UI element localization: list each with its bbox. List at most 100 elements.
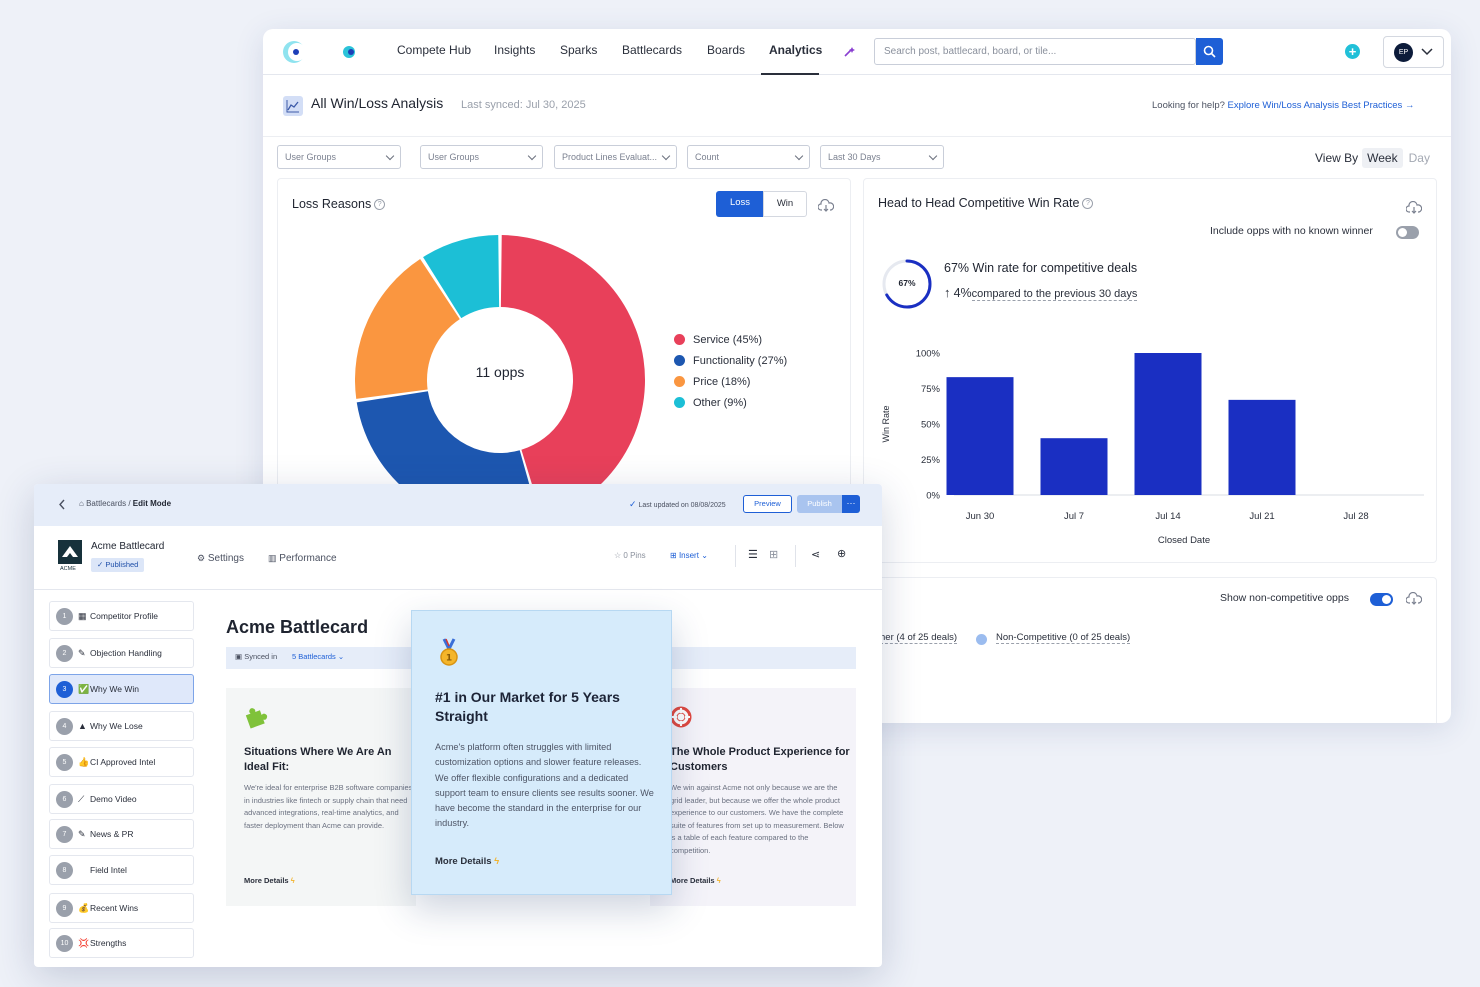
y-tick-label: 25% [921,455,941,466]
list-view-icon[interactable]: ☰ [748,549,758,561]
sidebar-item-number: 7 [56,826,73,843]
sidebar-item-number: 8 [56,862,73,879]
download-cloud-icon[interactable] [818,199,834,213]
legend-dot-icon [674,355,685,366]
sidebar-item-number: 2 [56,645,73,662]
view-by-day[interactable]: Day [1408,151,1430,165]
chevron-down-icon: ⌄ [701,551,708,560]
sparkle-wand-icon[interactable] [843,46,855,58]
top-nav: Compete Hub Insights Sparks Battlecards … [263,29,1451,75]
nav-battlecards[interactable]: Battlecards [622,43,683,57]
slice-other[interactable] [423,235,500,319]
sidebar-item-why-we-win[interactable]: 3 ✅ Why We Win [49,674,194,704]
sidebar-item-why-we-lose[interactable]: 4 ▲ Why We Lose [49,711,194,741]
insert-button[interactable]: ⊞ Insert ⌄ [670,551,708,560]
app-logo-icon[interactable] [281,39,307,65]
view-by-control: View By Week Day [1315,148,1430,168]
thumbs-up-icon: 👍 [78,757,90,767]
breadcrumb-battlecards[interactable]: Battlecards [86,499,127,508]
nav-analytics[interactable]: Analytics [769,43,823,57]
show-non-competitive-toggle[interactable] [1370,593,1393,606]
sidebar-item-ci-approved-intel[interactable]: 5 👍 CI Approved Intel [49,747,194,777]
sidebar-item-recent-wins[interactable]: 9 💰 Recent Wins [49,893,194,923]
sidebar-item-number: 3 [56,681,73,698]
sidebar-item-field-intel[interactable]: 8 Field Intel [49,855,194,885]
legend-item-service[interactable]: Service (45%) [674,334,787,346]
sidebar-item-demo-video[interactable]: 6 ⟋ Demo Video [49,784,194,814]
chevron-down-icon [1421,48,1433,56]
nav-sparks[interactable]: Sparks [560,43,598,57]
chevron-down-icon [385,151,395,161]
synced-in-link-text: 5 Battlecards [292,652,336,661]
win-toggle-button[interactable]: Win [763,191,807,217]
view-by-label: View By [1315,151,1359,165]
nav-active-indicator [761,73,819,75]
more-options-button[interactable]: ··· [842,495,860,513]
search-input[interactable]: Search post, battlecard, board, or tile.… [874,38,1196,65]
sidebar-item-strengths[interactable]: 10 💢 Strengths [49,928,194,958]
filter-date-range[interactable]: Last 30 Days [820,145,944,169]
synced-battlecards-link[interactable]: 5 Battlecards ⌄ [292,652,344,661]
nav-boards[interactable]: Boards [707,43,746,57]
bar-jun-30[interactable] [946,377,1014,495]
user-menu-button[interactable]: EP [1383,36,1444,68]
legend-item-functionality[interactable]: Functionality (27%) [674,355,787,367]
highlight-card[interactable]: 1 #1 in Our Market for 5 Years Straight … [411,610,672,895]
sidebar-item-news-pr[interactable]: 7 ✎ News & PR [49,819,194,849]
x-tick-label: Jun 30 [966,511,995,522]
search-button[interactable] [1196,38,1223,65]
download-cloud-icon[interactable] [1406,592,1422,606]
help-icon[interactable]: ? [1082,198,1094,210]
more-details-text: More Details [244,876,289,885]
preview-button[interactable]: Preview [743,495,792,513]
sidebar-item-number: 5 [56,754,73,771]
filter-user-groups-2[interactable]: User Groups [420,145,543,169]
nav-compete-hub[interactable]: Compete Hub [397,43,472,57]
publish-button[interactable]: Publish [797,495,842,513]
bar-jul-7[interactable] [1040,438,1108,495]
company-logo-icon[interactable] [341,44,357,60]
loss-toggle-button[interactable]: Loss [716,191,764,217]
legend-competitive[interactable]: her (4 of 25 deals) [880,632,958,644]
slice-price[interactable] [355,258,460,399]
tab-label: Performance [279,553,337,564]
share-icon[interactable]: ⋖ [811,549,821,561]
grid-view-icon[interactable]: ⊞ [769,549,779,561]
bar-jul-21[interactable] [1228,399,1296,495]
search-icon[interactable]: ⊕ [837,548,847,560]
best-practices-link[interactable]: Explore Win/Loss Analysis Best Practices [1227,100,1403,111]
filter-user-groups-1[interactable]: User Groups [277,145,401,169]
download-cloud-icon[interactable] [1406,201,1422,215]
filter-product-lines[interactable]: Product Lines Evaluat... [554,145,677,169]
back-arrow-icon[interactable] [58,499,66,510]
profile-icon: ▦ [78,611,87,621]
tab-settings[interactable]: ⚙ Settings [197,553,244,564]
more-details-link[interactable]: More Details ϟ [244,876,295,885]
pins-button[interactable]: ☆ 0 Pins [614,551,646,560]
breadcrumb-separator: / [128,499,133,508]
breadcrumb: ⌂ Battlecards / Edit Mode [79,499,171,508]
battlecard-header: ACME Acme Battlecard ✓ Published ⚙ Setti… [34,526,882,590]
help-icon[interactable]: ? [374,199,386,211]
more-details-link[interactable]: More Details ϟ [670,876,721,885]
legend-label: Price (18%) [693,376,751,388]
legend-item-price[interactable]: Price (18%) [674,376,787,388]
show-non-competitive-label: Show non-competitive opps [1220,592,1349,604]
sidebar-item-competitor-profile[interactable]: 1 ▦ Competitor Profile [49,601,194,631]
create-plus-icon[interactable]: + [1345,44,1360,59]
view-by-week[interactable]: Week [1362,148,1403,168]
legend-non-competitive[interactable]: Non-Competitive (0 of 25 deals) [996,632,1131,644]
check-icon: ✓ [97,560,104,569]
win-rate-text: Win rate for competitive deals [972,261,1138,275]
legend-item-other[interactable]: Other (9%) [674,397,787,409]
x-tick-label: Jul 28 [1343,511,1368,522]
slice-service[interactable] [500,235,645,519]
bar-jul-14[interactable] [1134,353,1202,495]
tab-performance[interactable]: ▥ Performance [268,553,337,564]
last-updated: ✓ Last updated on 08/08/2025 [629,499,726,510]
filter-count[interactable]: Count [687,145,810,169]
include-unknown-toggle[interactable] [1396,226,1419,239]
sidebar-item-objection-handling[interactable]: 2 ✎ Objection Handling [49,638,194,668]
nav-insights[interactable]: Insights [494,43,536,57]
more-details-link[interactable]: More Details ϟ [435,856,499,867]
